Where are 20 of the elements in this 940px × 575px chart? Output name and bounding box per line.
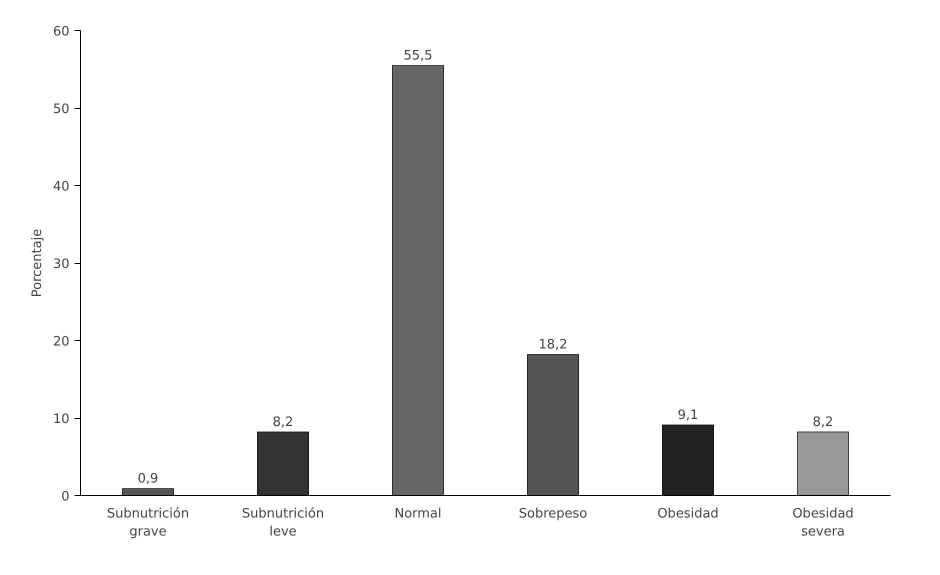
y-tick-label: 30 — [52, 257, 70, 272]
data-label: 8,2 — [272, 414, 294, 430]
x-tick-label: Normal — [394, 506, 442, 522]
x-tick-label: Sobrepeso — [518, 506, 588, 522]
x-tick-label: Obesidad severa — [792, 506, 854, 540]
data-label: 8,2 — [812, 414, 834, 430]
data-label: 9,1 — [678, 408, 698, 423]
y-tick-label: 20 — [52, 334, 70, 350]
data-label: 0,9 — [138, 472, 158, 487]
x-tick-label: Obesidad — [657, 506, 719, 522]
y-tick-label: 60 — [52, 24, 70, 40]
y-tick-label: 0 — [61, 490, 70, 504]
data-label: 18,2 — [538, 337, 568, 352]
y-tick-label: 10 — [52, 412, 70, 427]
y-axis-title: Porcentaje — [30, 228, 45, 298]
y-tick-label: 50 — [52, 102, 70, 117]
y-tick-label: 40 — [52, 180, 70, 194]
data-label: 55,5 — [404, 48, 432, 64]
x-tick-label: Subnutrición grave — [106, 506, 190, 540]
x-tick-label: Subnutrición leve — [242, 506, 324, 540]
